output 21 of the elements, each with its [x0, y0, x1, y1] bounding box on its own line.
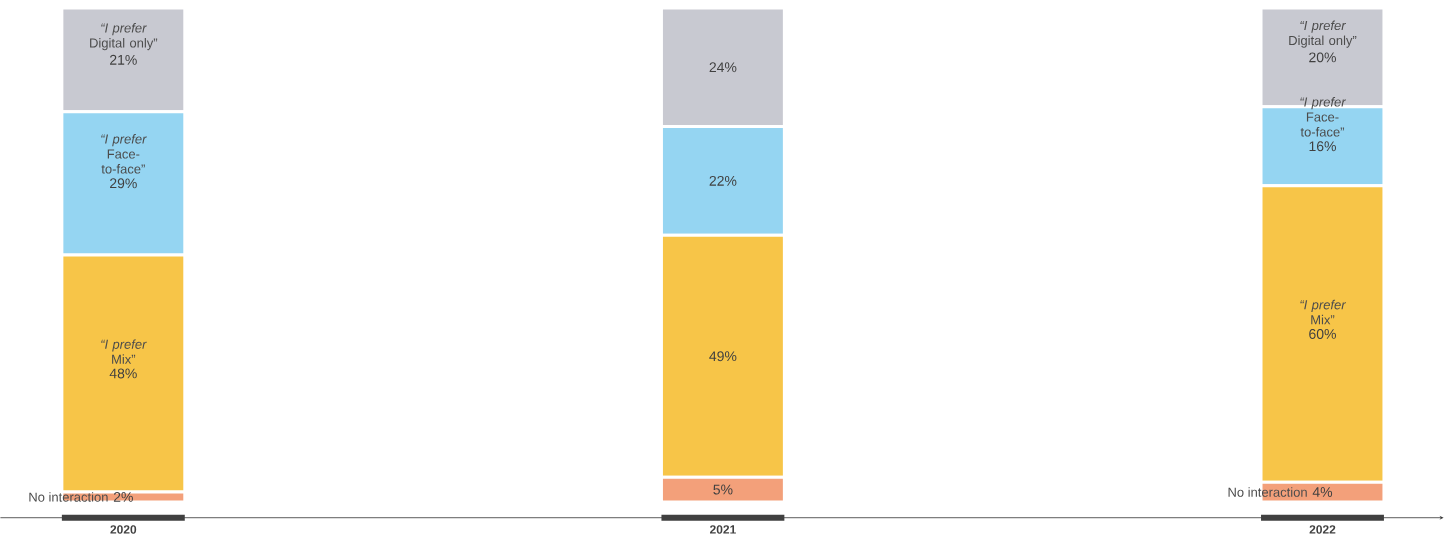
text: “I prefer Face-to-face” [101, 134, 147, 174]
data-label: 4% [1312, 487, 1333, 498]
x-tick-label: 2021 [709, 525, 736, 534]
data-label: 49% [709, 351, 737, 362]
series-label: “I prefer Digital only” [1289, 20, 1357, 48]
data-label: 22% [709, 176, 737, 186]
data-label: 29% [110, 178, 137, 189]
text: “I prefer Digital only” [90, 23, 158, 51]
data-label: 2% [113, 492, 133, 503]
series-label: “I prefer Face-to-face” [1300, 97, 1347, 137]
data-label: 21% [110, 55, 137, 65]
x-tick-label: 2022 [1309, 525, 1336, 534]
data-label: 48% [109, 368, 137, 379]
series-label: “I prefer Mix” [101, 339, 147, 364]
text: “I prefer Mix” [1300, 300, 1347, 325]
data-label: 60% [1309, 329, 1336, 340]
data-label: 5% [713, 484, 733, 495]
data-label: 24% [709, 62, 737, 73]
data-label: 20% [1309, 52, 1336, 63]
x-tick-label: 2020 [110, 525, 137, 534]
data-label: 16% [1309, 141, 1336, 152]
